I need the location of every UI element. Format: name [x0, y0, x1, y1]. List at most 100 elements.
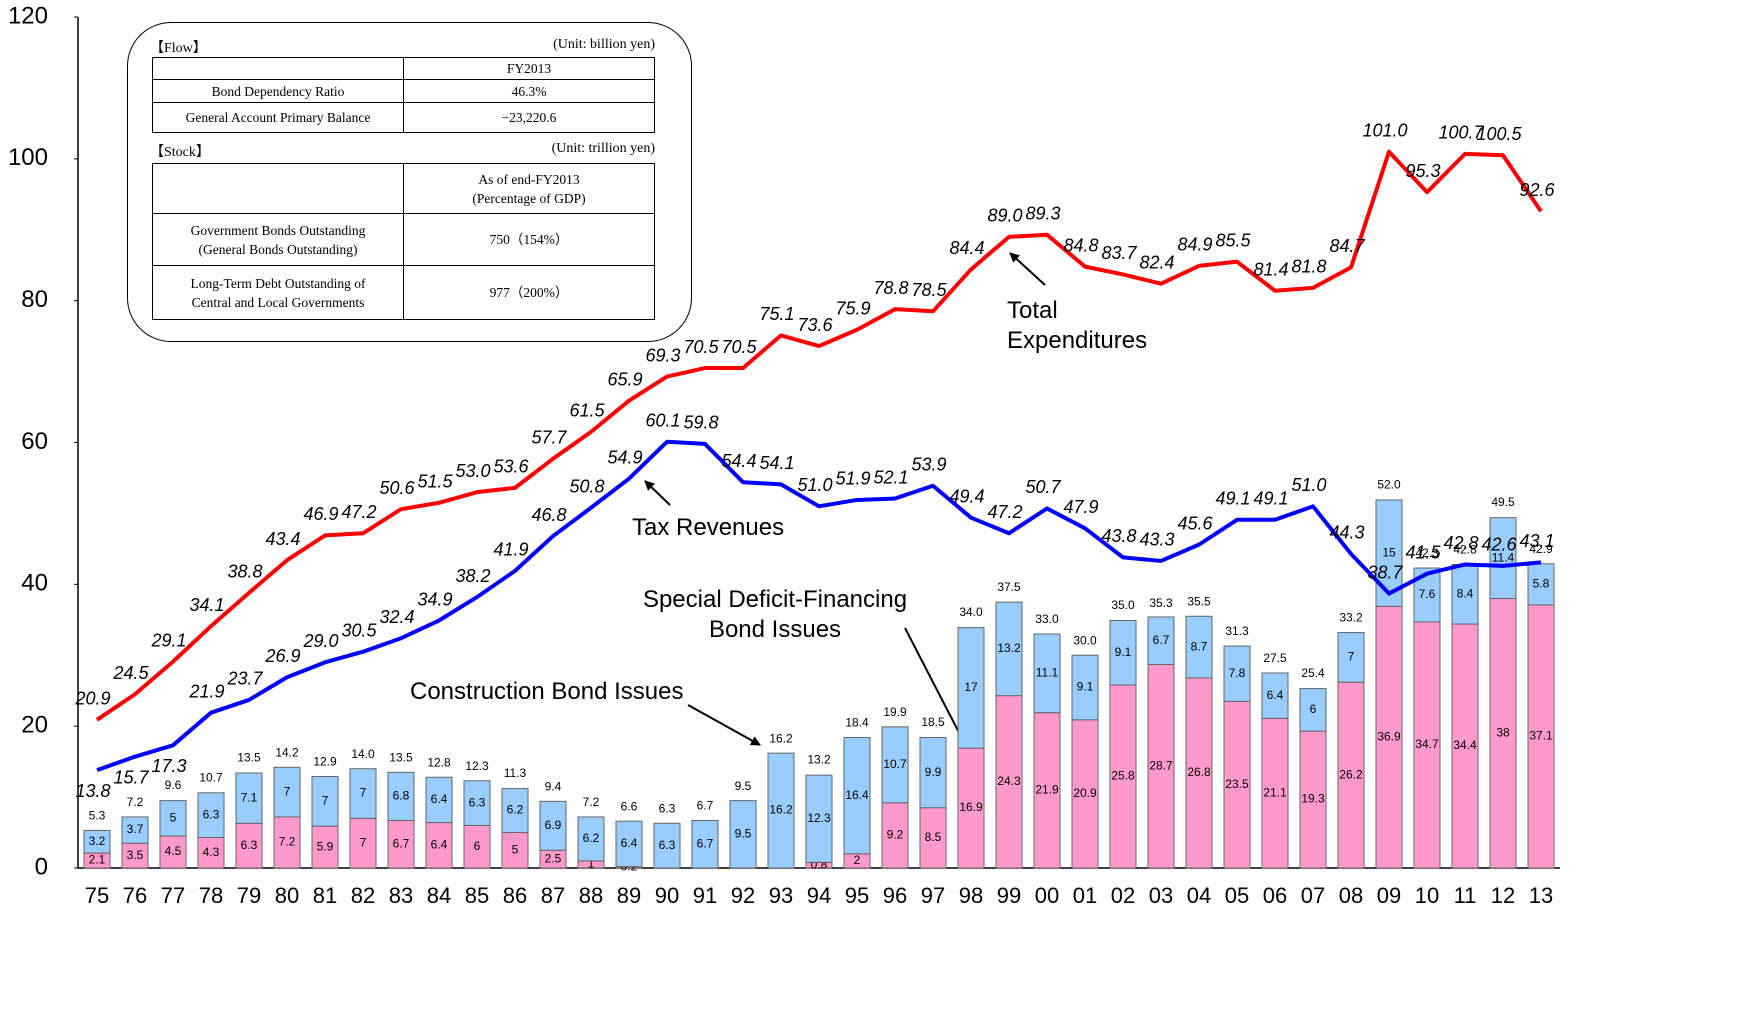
bar-segment	[1223, 645, 1251, 702]
line-label: 43.1	[1519, 531, 1554, 551]
bar-segment	[311, 776, 339, 827]
unit: (Unit: trillion yen)	[551, 141, 655, 156]
bar-segment	[957, 627, 985, 749]
line-label: 53.9	[911, 455, 946, 475]
bar-total-label: 12.3	[465, 759, 489, 773]
bar-total-label: 25.4	[1301, 666, 1325, 680]
bar-label: 6.7	[697, 836, 714, 850]
line-label: 43.3	[1139, 530, 1174, 550]
bar-total-label: 31.3	[1225, 624, 1249, 638]
line-label: 92.6	[1519, 180, 1555, 200]
y-tick-label: 20	[21, 712, 48, 739]
line-label: 23.7	[226, 669, 263, 689]
bar-label: 4.3	[203, 845, 220, 859]
line-label: 59.8	[683, 413, 718, 433]
x-tick-label: 01	[1073, 883, 1097, 908]
line-label: 53.6	[493, 457, 529, 477]
bar-segment	[1109, 620, 1137, 686]
bar-label: 6.4	[431, 837, 448, 851]
bar-label: 26.2	[1339, 767, 1363, 781]
line-label: 26.9	[264, 646, 300, 666]
line-label: 38.8	[227, 562, 262, 582]
bar-label: 7	[1348, 650, 1355, 664]
cell: General Account Primary Balance	[152, 102, 404, 133]
bar-label: 6.4	[431, 792, 448, 806]
bar-segment	[1299, 730, 1327, 869]
bar-segment	[463, 824, 491, 869]
line-label: 47.9	[1063, 497, 1098, 517]
bar-segment	[387, 771, 415, 821]
bar-segment	[425, 776, 453, 824]
stock-table: As of end-FY2013 (Percentage of GDP) Gove…	[152, 163, 655, 320]
bar-total-label: 19.9	[883, 705, 907, 719]
bar-segment	[729, 800, 757, 869]
cell-line: Central and Local Governments	[191, 294, 365, 310]
line	[95, 149, 1543, 722]
bar-label: 38	[1496, 725, 1510, 739]
line-label: 73.6	[797, 315, 833, 335]
bar-segment	[121, 816, 149, 844]
line-label: 29.0	[302, 631, 338, 651]
x-tick-label: 92	[731, 883, 755, 908]
x-tick-label: 93	[769, 883, 793, 908]
bar-label: 21.1	[1263, 785, 1287, 799]
bar-segment	[501, 832, 529, 869]
line-label: 101.0	[1362, 120, 1407, 140]
line-label: 34.1	[189, 595, 224, 615]
line-label: 34.9	[417, 589, 452, 609]
cell: 977（200%）	[403, 265, 655, 320]
bar-total-label: 13.2	[807, 753, 831, 767]
bar-label: 5	[512, 842, 519, 856]
bar-label: 11.4	[1492, 550, 1515, 564]
line-label: 44.3	[1329, 523, 1364, 543]
x-tick-label: 09	[1377, 883, 1401, 908]
bar-label: 6.3	[469, 795, 486, 809]
x-tick-label: 11	[1454, 883, 1477, 908]
line-label: 13.8	[75, 781, 110, 801]
cell-line: (Percentage of GDP)	[472, 190, 586, 206]
line-label: 50.6	[379, 478, 415, 498]
bar-total-label: 33.0	[1035, 612, 1059, 626]
bar-segment	[615, 820, 643, 868]
bar-total-label: 33.2	[1339, 611, 1363, 625]
bar-segment	[1489, 517, 1517, 600]
bar-segment	[577, 816, 605, 862]
bar-segment	[919, 807, 947, 869]
bar-label: 2.1	[89, 853, 106, 867]
bar-total-label: 14.0	[351, 747, 375, 761]
bar-segment	[463, 780, 491, 826]
bar-total-label: 6.3	[659, 801, 676, 815]
bar-label: 3.5	[127, 848, 144, 862]
bar-segment	[1261, 717, 1289, 869]
x-tick-label: 77	[161, 883, 185, 908]
bar-total-label: 30.0	[1073, 633, 1097, 647]
line-label: 84.9	[1177, 235, 1212, 255]
line-label: 43.8	[1101, 526, 1136, 546]
x-tick-label: 96	[883, 883, 907, 908]
line-label: 49.1	[1253, 489, 1288, 509]
bar-segment	[1337, 632, 1365, 683]
bar-label: 6	[1310, 702, 1317, 716]
bar-total-label: 42.3	[1415, 546, 1439, 560]
bar-segment	[1527, 604, 1555, 869]
bar-segment	[919, 737, 947, 809]
bar-label: 7	[360, 835, 367, 849]
bar-segment	[1261, 672, 1289, 719]
bar-segment	[235, 822, 263, 869]
section-title: 【Stock】	[150, 145, 210, 160]
line-label: 49.4	[949, 486, 984, 506]
bar-label: 6.3	[241, 838, 258, 852]
bar-total-label: 35.5	[1187, 594, 1211, 608]
bar-total-label: 16.2	[769, 731, 793, 745]
line-label: 60.1	[645, 411, 680, 431]
line-label: 43.4	[265, 529, 300, 549]
arrow	[687, 704, 761, 746]
bar-label: 16.2	[769, 803, 793, 817]
x-tick-label: 91	[693, 883, 717, 908]
bar-segment	[957, 747, 985, 869]
flow-table: FY2013 Bond Dependency Ratio 46.3% Genera…	[152, 57, 655, 133]
x-tick-label: 02	[1111, 883, 1135, 908]
line-label: 84.7	[1329, 236, 1365, 256]
line-label: 70.5	[721, 337, 757, 357]
